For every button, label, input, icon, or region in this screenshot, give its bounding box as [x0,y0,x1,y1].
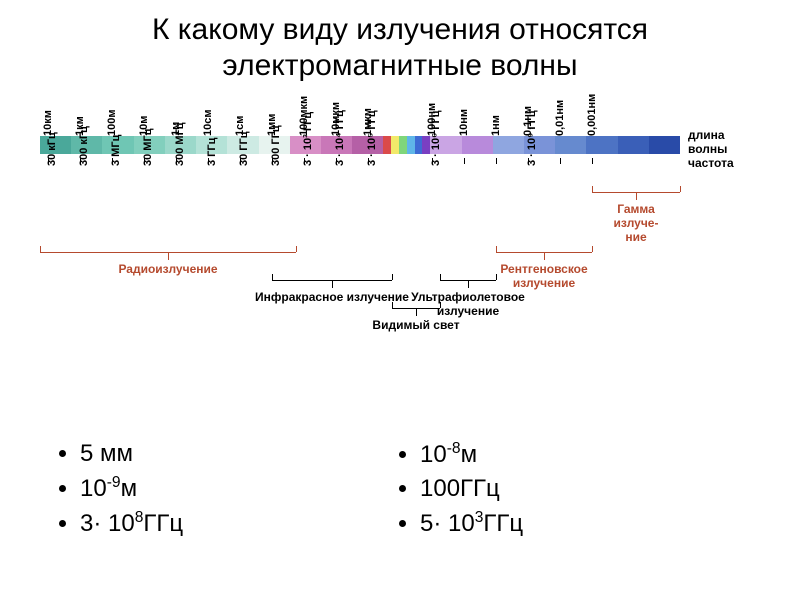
wavelength-labels: 10км1км100м10м1м10см1см1мм100мкм10мкм1мк… [40,92,680,136]
answer-item: 100ГГц [420,475,740,503]
answer-item: 5· 103ГГц [420,509,740,538]
answers-left-column: 5 мм 10-9м 3· 108ГГц [60,440,400,544]
wavelength-label: 10нм [458,109,470,136]
answer-item: 5 мм [80,440,400,468]
spectrum-segment [586,136,617,154]
category-brackets: РадиоизлучениеИнфракрасное излучениеВиди… [40,232,760,412]
category-label: Ультрафиолетовоеизлучение [388,290,548,318]
frequency-label: 3 · 10⁶ ГГц [430,111,442,166]
tick [464,158,465,164]
answer-item: 10-8м [420,440,740,469]
frequency-label: 3 · 10⁹ ГГц [526,110,538,166]
spectrum-diagram: 10км1км100м10м1м10см1см1мм100мкм10мкм1мк… [40,92,760,412]
frequency-label: 30 МГц [142,129,154,166]
page-title: К какому виду излучения относятся электр… [0,0,800,92]
spectrum-bar [40,136,680,154]
spectrum-segment [391,136,399,154]
spectrum-segment [407,136,415,154]
spectrum-segment [649,136,680,154]
frequency-label: 3 · 10⁴ ГГц [334,110,346,166]
frequency-label: 3 ГГц [206,138,218,166]
frequency-label: 300 кГц [78,126,90,166]
wavelength-axis-label: длина волны [688,128,760,156]
frequency-label: 300 ГГц [270,125,282,166]
wavelength-label: 0,01нм [554,100,566,136]
spectrum-segment [383,136,391,154]
wavelength-label: 10см [202,110,214,137]
spectrum-segment [618,136,649,154]
frequency-label: 3 · 10³ ГГц [302,112,314,166]
wavelength-label: 0,001нм [586,94,598,136]
spectrum-segment [462,136,493,154]
answers-section: 5 мм 10-9м 3· 108ГГц 10-8м 100ГГц 5· 103ГГц [60,440,740,544]
tick [496,158,497,164]
category-label: Рентгеновскоеизлучение [464,262,624,290]
spectrum-segment [555,136,586,154]
frequency-label: 30 кГц [46,132,58,166]
wavelength-label: 100м [106,110,118,137]
wavelength-label: 1нм [490,115,502,136]
spectrum-segment [415,136,423,154]
answers-right-column: 10-8м 100ГГц 5· 103ГГц [400,440,740,544]
frequency-label: 30 ГГц [238,131,250,166]
frequency-label: 3 · 10⁵ ГГц [366,110,378,166]
tick [560,158,561,164]
frequency-label: 3 МГц [110,135,122,166]
tick [592,158,593,164]
category-label: Радиоизлучение [88,262,248,276]
category-label: Гаммаизлуче-ние [556,202,716,244]
spectrum-segment [493,136,524,154]
answer-item: 3· 108ГГц [80,509,400,538]
frequency-axis-label: частота [688,156,734,170]
category-label: Видимый свет [336,318,496,332]
spectrum-segment [399,136,407,154]
frequency-label: 300 МГц [174,122,186,166]
answer-item: 10-9м [80,474,400,503]
